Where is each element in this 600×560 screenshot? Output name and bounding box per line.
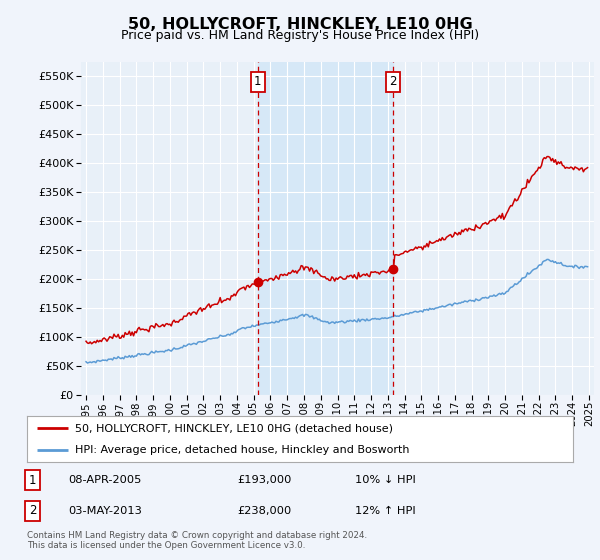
Text: £238,000: £238,000 bbox=[237, 506, 292, 516]
Text: Contains HM Land Registry data © Crown copyright and database right 2024.
This d: Contains HM Land Registry data © Crown c… bbox=[27, 531, 367, 550]
Text: 08-APR-2005: 08-APR-2005 bbox=[68, 475, 142, 485]
Text: 03-MAY-2013: 03-MAY-2013 bbox=[68, 506, 142, 516]
Text: 10% ↓ HPI: 10% ↓ HPI bbox=[355, 475, 415, 485]
Text: 50, HOLLYCROFT, HINCKLEY, LE10 0HG: 50, HOLLYCROFT, HINCKLEY, LE10 0HG bbox=[128, 17, 472, 32]
Text: 12% ↑ HPI: 12% ↑ HPI bbox=[355, 506, 415, 516]
Text: 2: 2 bbox=[389, 76, 397, 88]
Text: £193,000: £193,000 bbox=[237, 475, 292, 485]
Text: Price paid vs. HM Land Registry's House Price Index (HPI): Price paid vs. HM Land Registry's House … bbox=[121, 29, 479, 42]
Text: 1: 1 bbox=[29, 474, 36, 487]
Text: 1: 1 bbox=[254, 76, 262, 88]
Text: 50, HOLLYCROFT, HINCKLEY, LE10 0HG (detached house): 50, HOLLYCROFT, HINCKLEY, LE10 0HG (deta… bbox=[75, 423, 393, 433]
Text: HPI: Average price, detached house, Hinckley and Bosworth: HPI: Average price, detached house, Hinc… bbox=[75, 445, 410, 455]
Bar bbox=[258, 62, 394, 395]
Text: 2: 2 bbox=[29, 505, 36, 517]
